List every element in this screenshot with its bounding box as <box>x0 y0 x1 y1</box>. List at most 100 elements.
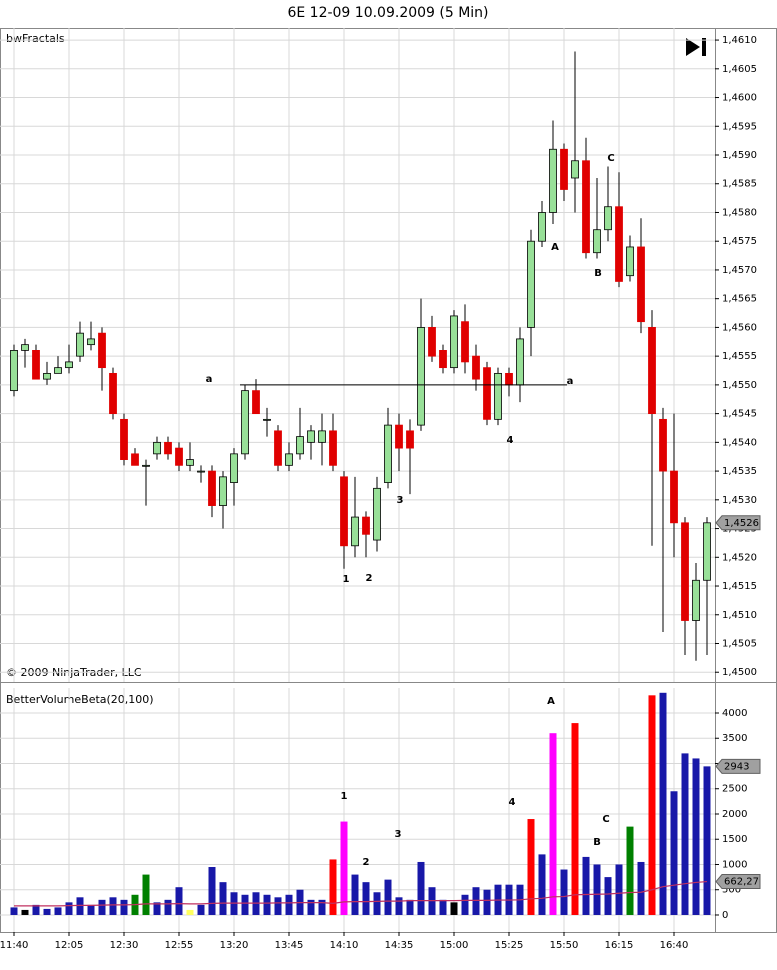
candle-body <box>241 390 249 455</box>
candle-body <box>681 522 689 621</box>
volume-bar <box>692 758 700 915</box>
y-tick-label: 1,4610 <box>722 35 757 46</box>
candle-body <box>164 441 172 455</box>
volume-bar <box>219 882 227 915</box>
candle-body <box>230 453 238 483</box>
volume-bar <box>32 904 40 915</box>
x-tick-label: 14:10 <box>330 940 359 951</box>
annotation: a <box>206 374 213 385</box>
y-tick-label: 1,4580 <box>722 207 757 218</box>
candle-body <box>516 338 524 386</box>
candle-body <box>505 372 513 386</box>
volume-bar <box>54 907 62 915</box>
candle-body <box>670 470 678 524</box>
candle-body <box>186 459 194 466</box>
volume-bar <box>65 902 73 915</box>
volume-bar <box>285 894 293 915</box>
candle-body <box>593 229 601 254</box>
y-tick-label: 2500 <box>722 784 747 795</box>
annotation: 2 <box>366 573 373 584</box>
candle-body <box>637 246 645 323</box>
y-tick-label: 1,4510 <box>722 610 757 621</box>
annotation: 4 <box>509 797 516 808</box>
candle-body <box>362 516 370 535</box>
candle-body <box>87 338 95 346</box>
candle-body <box>43 372 51 380</box>
volume-bar <box>362 882 370 915</box>
annotation: 3 <box>397 495 404 506</box>
last-volume-label-box <box>715 758 761 774</box>
volume-bar <box>483 889 491 915</box>
volume-bar <box>263 894 271 915</box>
x-tick-label: 12:55 <box>165 940 194 951</box>
y-tick-label: 1,4520 <box>722 552 757 563</box>
x-tick-label: 16:40 <box>660 940 689 951</box>
candle-body <box>384 424 392 483</box>
candle-body <box>406 430 414 449</box>
candle-body <box>648 327 656 415</box>
candle-body <box>142 464 150 467</box>
play-bar[interactable] <box>702 38 706 56</box>
y-tick-label: 1,4545 <box>722 409 757 420</box>
play-icon[interactable] <box>686 38 706 56</box>
y-tick-label: 1,4575 <box>722 236 757 247</box>
candle-body <box>175 447 183 466</box>
volume-bar <box>681 753 689 915</box>
volume-bar <box>109 897 117 915</box>
play-triangle[interactable] <box>686 38 700 56</box>
candle-body <box>274 430 282 466</box>
last-average-label: 662,27 <box>724 877 759 888</box>
volume-bar <box>582 856 590 915</box>
candle-body <box>263 418 271 421</box>
volume-bar <box>571 723 579 915</box>
y-tick-label: 1,4590 <box>722 150 757 161</box>
candle-body <box>659 418 667 472</box>
y-tick-label: 0 <box>722 910 728 921</box>
volume-bar <box>406 899 414 915</box>
volume-bar <box>76 897 84 915</box>
volume-bar <box>164 899 172 915</box>
panel-label: bwFractals <box>6 32 65 45</box>
x-tick-label: 13:45 <box>275 940 304 951</box>
y-tick-label: 1,4515 <box>722 581 757 592</box>
candle-body <box>318 430 326 443</box>
y-tick-label: 1,4585 <box>722 179 757 190</box>
x-tick-label: 14:35 <box>385 940 414 951</box>
candle-body <box>549 148 557 213</box>
x-tick-label: 16:15 <box>605 940 634 951</box>
candle-body <box>98 332 106 369</box>
y-tick-label: 1500 <box>722 834 747 845</box>
candle-body <box>494 372 502 420</box>
candle-body <box>439 350 447 369</box>
x-tick-label: 11:40 <box>0 940 28 951</box>
candle-body <box>450 315 458 369</box>
average-line <box>14 880 708 907</box>
candle-body <box>54 367 62 374</box>
candle-body <box>285 453 293 466</box>
y-tick-label: 1,4565 <box>722 294 757 305</box>
annotation: 4 <box>507 435 514 446</box>
candle-body <box>109 372 117 415</box>
last-price-label: 1,4526 <box>724 518 759 529</box>
volume-bar <box>318 899 326 915</box>
last-price-label-box <box>715 515 761 531</box>
volume-bar <box>593 864 601 915</box>
y-tick-label: 1,4605 <box>722 64 757 75</box>
candle-body <box>296 436 304 455</box>
y-tick-label: 1000 <box>722 859 747 870</box>
candle-body <box>582 160 590 254</box>
annotation: A <box>551 242 559 253</box>
annotation: A <box>547 696 555 707</box>
candle-body <box>428 327 436 357</box>
y-tick-label: 1,4570 <box>722 265 757 276</box>
volume-bar <box>329 859 337 915</box>
candle-body <box>395 424 403 449</box>
x-tick-label: 12:05 <box>55 940 84 951</box>
candle-body <box>153 441 161 455</box>
candle-body <box>307 430 315 443</box>
volume-bar <box>461 894 469 915</box>
last-average-label-box <box>715 874 761 890</box>
volume-bar <box>43 908 51 915</box>
volume-bar <box>417 861 425 915</box>
